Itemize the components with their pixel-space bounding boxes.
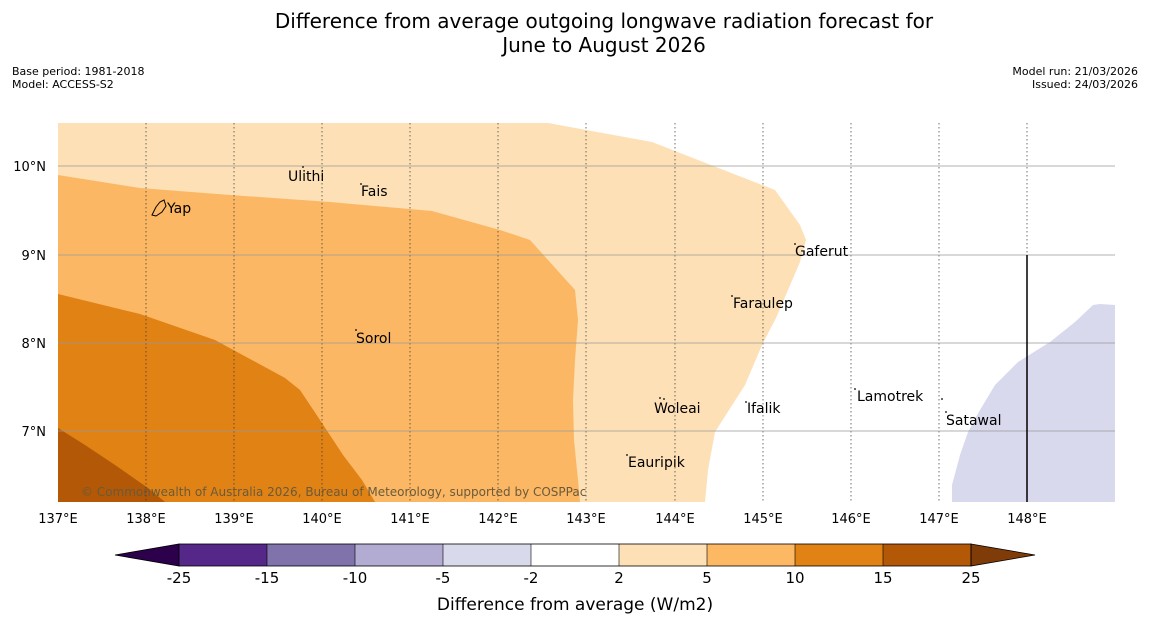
label-ulithi: Ulithi <box>288 169 324 185</box>
issued-date: Issued: 24/03/2026 <box>1031 78 1138 91</box>
colorbar-seg-10-15 <box>795 544 883 566</box>
title-line-1: Difference from average outgoing longwav… <box>274 9 934 33</box>
island-markers <box>302 166 947 456</box>
lon-tick-148e: 148°E <box>1007 512 1047 527</box>
label-satawal: Satawal <box>946 413 1001 429</box>
colorbar-seg-2-5 <box>619 544 707 566</box>
colorbar-extend-low <box>114 543 180 567</box>
meta-right: Model run: 21/03/2026 Issued: 24/03/2026 <box>1012 65 1138 91</box>
region-minus5-to-minus2 <box>952 304 1115 502</box>
cb-tick-15: 15 <box>873 569 892 587</box>
label-lamotrek: Lamotrek <box>857 389 924 405</box>
cb-tick-m10: -10 <box>343 569 368 587</box>
cb-tick-m15: -15 <box>255 569 280 587</box>
meta-left: Base period: 1981-2018 Model: ACCESS-S2 <box>12 65 144 91</box>
label-ifalik: Ifalik <box>747 401 781 417</box>
parallel-gridlines <box>58 165 1115 432</box>
lon-tick-141e: 141°E <box>390 512 430 527</box>
yap-island-shape <box>151 199 167 217</box>
colorbar-seg-m15-m10 <box>267 544 355 566</box>
colorbar-seg-5-10 <box>707 544 795 566</box>
colorbar-seg-15-25 <box>883 544 971 566</box>
map-area: © Commonwealth of Australia 2026, Bureau… <box>58 123 1115 502</box>
lon-tick-138e: 138°E <box>126 512 166 527</box>
lat-tick-labels: 10°N 9°N 8°N 7°N <box>13 160 46 440</box>
label-woleai: Woleai <box>654 401 701 417</box>
cb-tick-2: 2 <box>614 569 624 587</box>
place-labels: Ulithi Fais Yap Gaferut Faraulep Sorol L… <box>166 169 1001 471</box>
copyright-note: © Commonwealth of Australia 2026, Bureau… <box>81 485 586 499</box>
colorbar-seg-m10-m5 <box>355 544 443 566</box>
lat-tick-9n: 9°N <box>22 249 47 264</box>
cb-tick-10: 10 <box>785 569 804 587</box>
base-period: Base period: 1981-2018 <box>12 65 145 78</box>
model-name: Model: ACCESS-S2 <box>12 78 114 91</box>
lon-tick-144e: 144°E <box>655 512 695 527</box>
lon-tick-140e: 140°E <box>302 512 342 527</box>
lat-tick-10n: 10°N <box>13 160 46 175</box>
model-run: Model run: 21/03/2026 <box>1012 65 1138 78</box>
cb-tick-m25: -25 <box>167 569 192 587</box>
region-10-to-15 <box>58 294 375 502</box>
colorbar-title: Difference from average (W/m2) <box>437 595 713 615</box>
colorbar-seg-m5-m2 <box>443 544 531 566</box>
colorbar-dividers <box>266 544 884 566</box>
cb-tick-m5: -5 <box>436 569 451 587</box>
colorbar-extend-high <box>970 543 1036 567</box>
lon-tick-145e: 145°E <box>743 512 783 527</box>
label-sorol: Sorol <box>356 331 391 347</box>
region-15-to-25 <box>58 428 165 502</box>
title-line-2: June to August 2026 <box>502 33 706 57</box>
lat-tick-7n: 7°N <box>22 425 47 440</box>
cb-tick-25: 25 <box>961 569 980 587</box>
colorbar-seg-m25-m15 <box>179 544 267 566</box>
colorbar-frame <box>178 543 972 567</box>
lon-tick-146e: 146°E <box>831 512 871 527</box>
label-yap: Yap <box>166 201 191 217</box>
lon-tick-142e: 142°E <box>478 512 518 527</box>
cb-tick-m2: -2 <box>524 569 539 587</box>
lon-tick-143e: 143°E <box>566 512 606 527</box>
lon-tick-137e: 137°E <box>38 512 78 527</box>
cb-tick-5: 5 <box>702 569 712 587</box>
colorbar-seg-m2-2 <box>531 544 619 566</box>
lon-tick-147e: 147°E <box>919 512 959 527</box>
chart-title: Difference from average outgoing longwav… <box>0 9 1150 57</box>
lon-tick-labels: 137°E 138°E 139°E 140°E 141°E 142°E 143°… <box>38 512 1047 527</box>
label-faraulep: Faraulep <box>733 296 793 312</box>
lon-tick-139e: 139°E <box>214 512 254 527</box>
lat-tick-8n: 8°N <box>22 337 47 352</box>
colorbar: -25 -15 -10 -5 -2 2 5 10 15 25 Differenc… <box>114 543 1036 615</box>
label-gaferut: Gaferut <box>795 244 849 260</box>
label-eauripik: Eauripik <box>628 455 686 471</box>
label-fais: Fais <box>361 184 388 200</box>
